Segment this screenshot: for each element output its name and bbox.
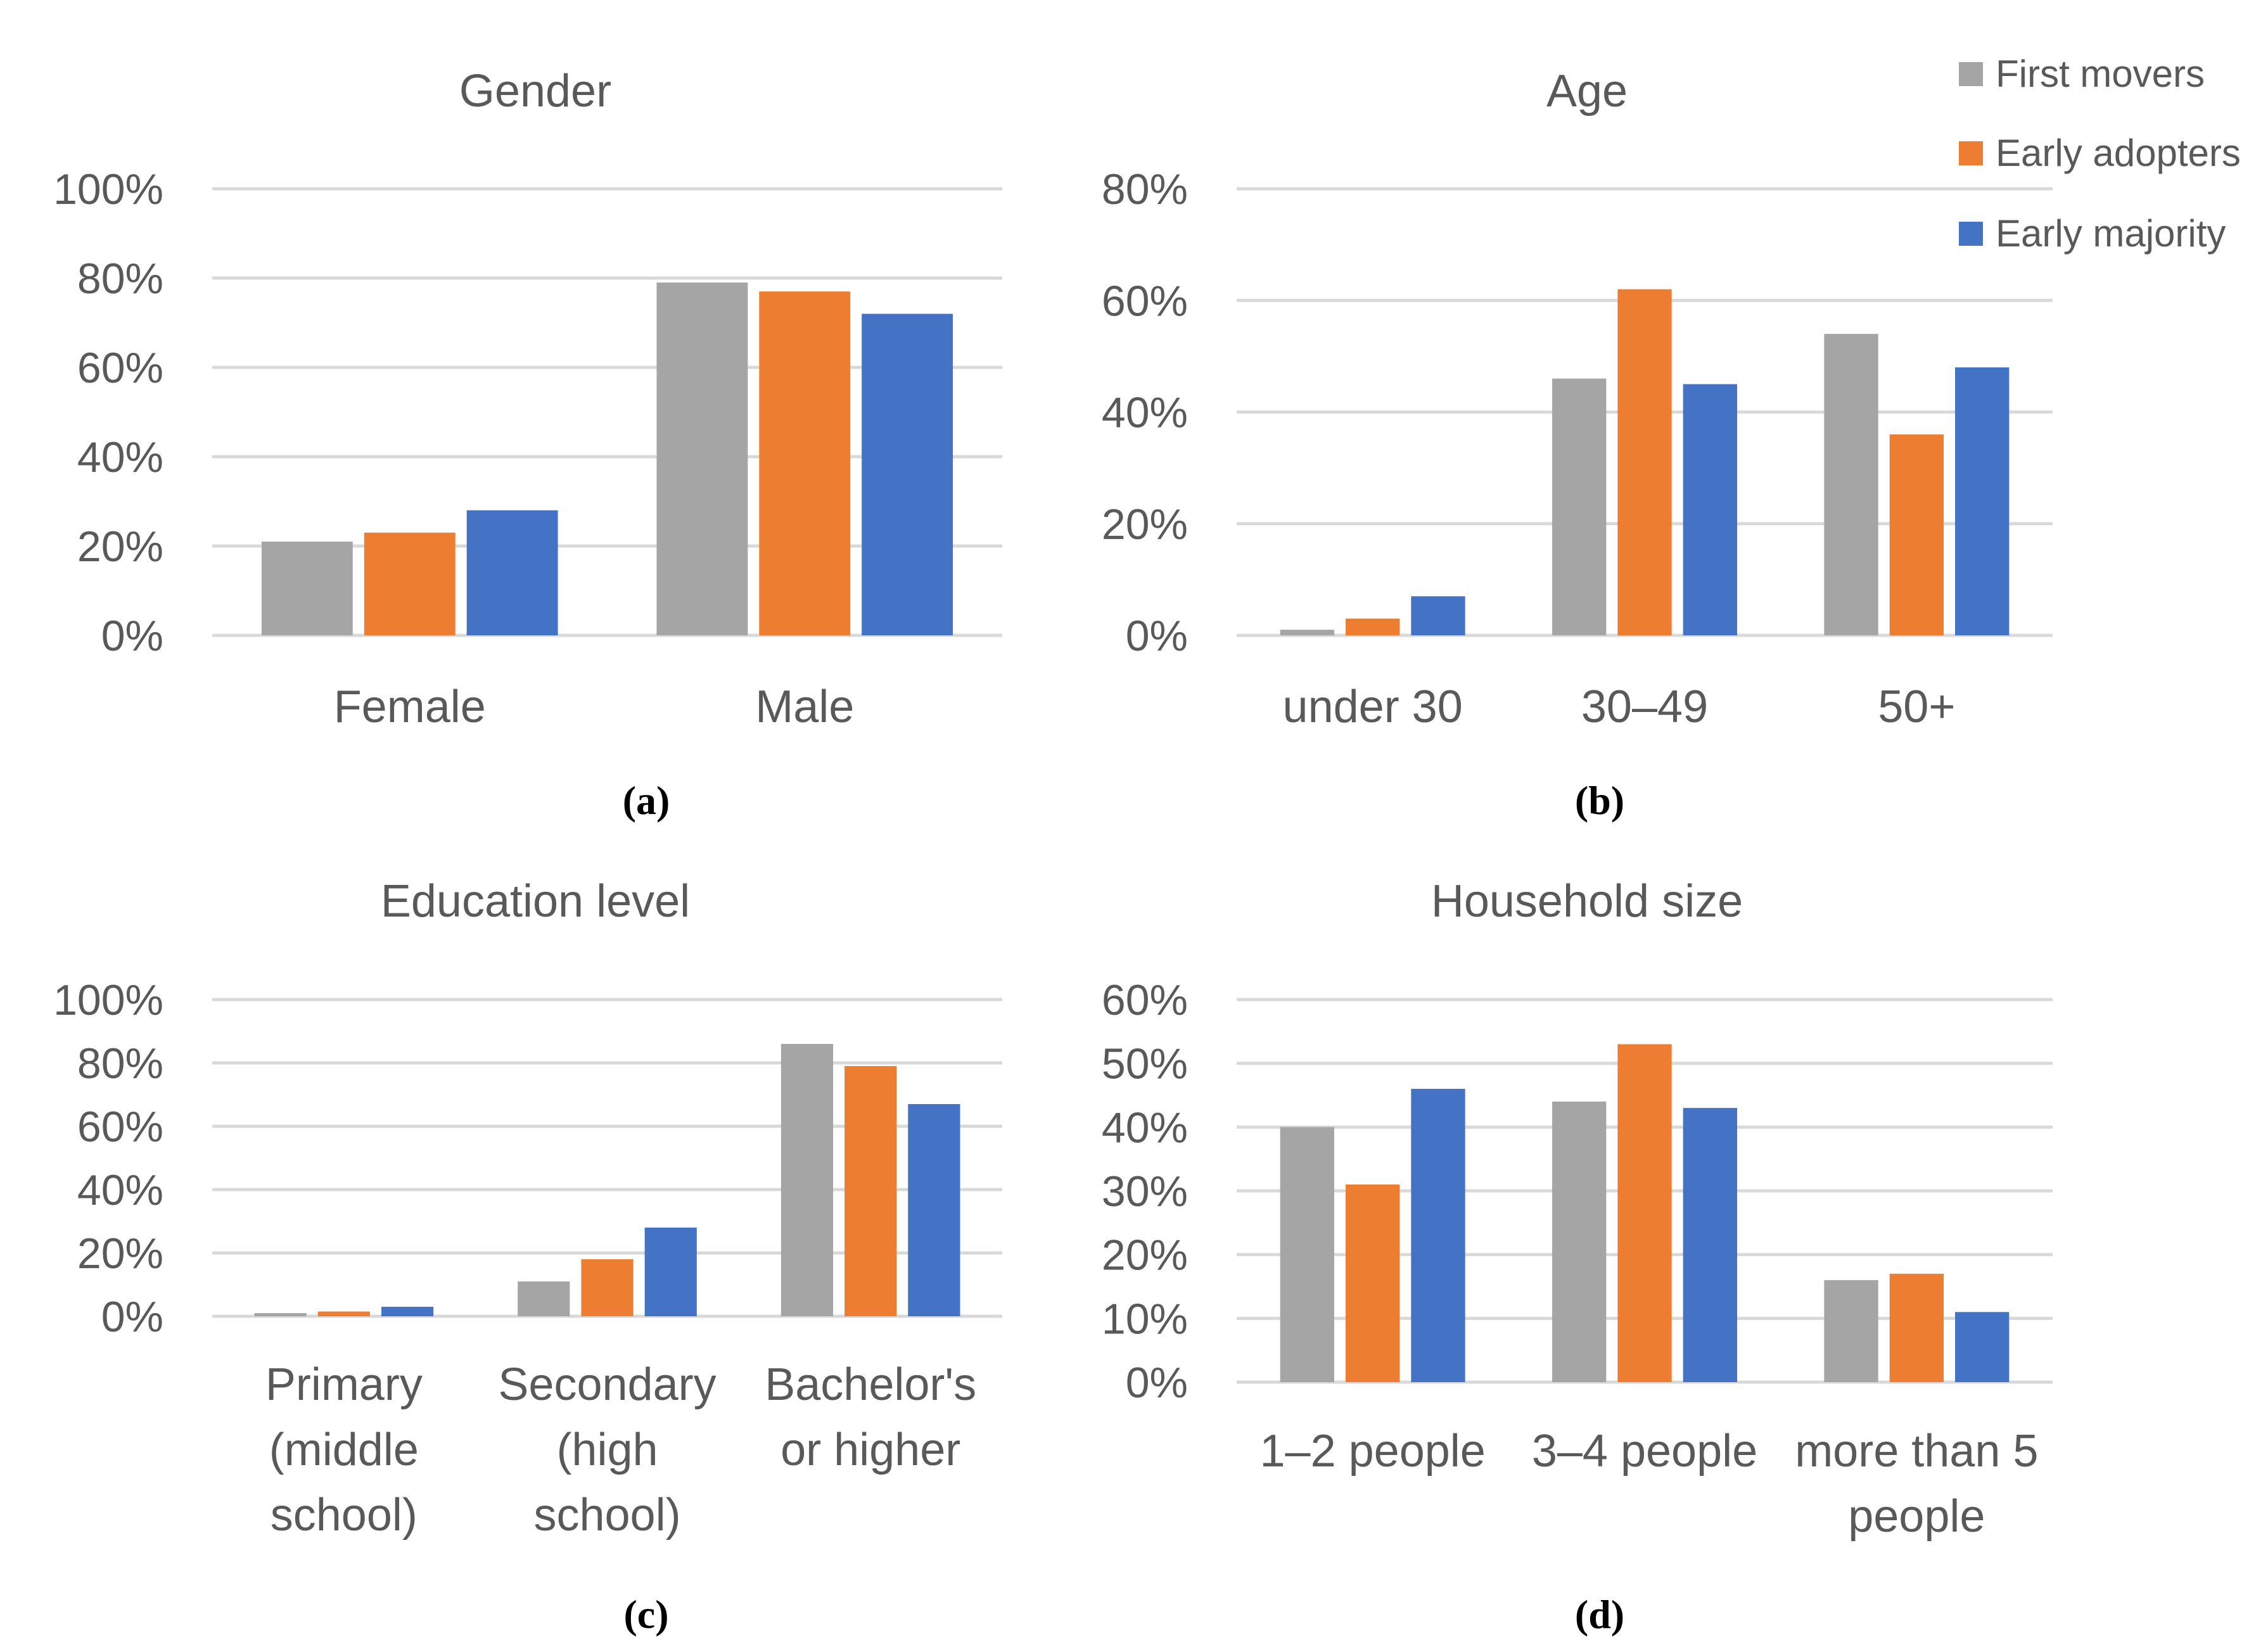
x-category-label-education: (high: [556, 1425, 658, 1475]
x-category-label-age: 30–49: [1581, 682, 1708, 732]
bar-gender-early-majority: [466, 510, 558, 635]
bar-age-early-majority: [1954, 367, 2010, 635]
bar-age-early-majority: [1411, 596, 1465, 635]
y-tick-label-gender: 0%: [101, 612, 163, 660]
y-tick-label-household: 50%: [1102, 1040, 1188, 1088]
panel-age: Age 0% 20% 40% 60% 80% under 30 30–49 50+ (b): [1102, 66, 2053, 823]
y-tick-label-education: 100%: [53, 976, 163, 1024]
bar-household-early-majority: [1411, 1088, 1465, 1382]
panel-label-a: (a): [623, 778, 670, 823]
x-category-label-education: Primary: [265, 1359, 423, 1410]
bar-household-early-adopters: [1346, 1184, 1400, 1382]
panel-education: Education level 0% 20% 40% 60% 80% 100% Prima…: [53, 876, 1002, 1637]
panel-gender: Gender 0% 20% 40% 60% 80% 100% Female Male (a): [53, 66, 1002, 823]
bar-age-early-adopters: [1889, 434, 1944, 635]
bar-gender-early-majority: [862, 314, 953, 635]
panel-label-b: (b): [1575, 778, 1624, 823]
chart-title-education: Education level: [381, 876, 690, 927]
x-category-label-education: Bachelor's: [765, 1359, 976, 1410]
y-tick-label-age: 0%: [1126, 612, 1188, 660]
bar-education-early-majority: [908, 1104, 960, 1316]
legend-swatch-early-majority: [1959, 222, 1983, 246]
x-category-label-household: more than 5: [1795, 1426, 2038, 1477]
y-tick-label-education: 40%: [77, 1166, 163, 1214]
legend-label-early-adopters: Early adopters: [1996, 132, 2241, 174]
x-category-label-household: people: [1848, 1491, 1985, 1542]
y-tick-label-gender: 20%: [77, 523, 163, 571]
bar-household-early-adopters: [1617, 1044, 1672, 1382]
bar-household-first-movers: [1824, 1280, 1878, 1382]
x-category-label-education: school): [533, 1490, 680, 1541]
y-tick-label-age: 40%: [1102, 389, 1188, 437]
y-tick-label-education: 20%: [77, 1229, 163, 1278]
y-tick-label-household: 30%: [1102, 1167, 1188, 1216]
bar-education-first-movers: [781, 1044, 834, 1316]
bar-age-early-adopters: [1346, 618, 1400, 635]
bar-age-first-movers: [1280, 630, 1335, 635]
bar-gender-early-adopters: [364, 532, 456, 635]
panel-label-c: (c): [623, 1592, 668, 1637]
bar-age-first-movers: [1552, 378, 1607, 635]
legend-swatch-first-movers: [1959, 62, 1983, 86]
y-tick-label-household: 40%: [1102, 1103, 1188, 1152]
x-category-label-education: (middle: [269, 1425, 419, 1475]
x-category-label-education: or higher: [781, 1425, 960, 1475]
bar-age-first-movers: [1824, 334, 1878, 635]
chart-title-gender: Gender: [459, 66, 611, 117]
y-tick-label-household: 20%: [1102, 1231, 1188, 1280]
bar-gender-first-movers: [656, 283, 748, 635]
y-tick-label-household: 10%: [1102, 1295, 1188, 1343]
panel-label-d: (d): [1575, 1592, 1624, 1637]
y-tick-label-gender: 60%: [77, 344, 163, 392]
bar-age-early-adopters: [1617, 289, 1672, 635]
bar-education-early-adopters: [844, 1066, 897, 1316]
y-tick-label-education: 80%: [77, 1039, 163, 1088]
y-tick-label-education: 0%: [101, 1293, 163, 1341]
y-tick-label-household: 60%: [1102, 976, 1188, 1024]
y-tick-label-age: 60%: [1102, 277, 1188, 325]
bar-education-first-movers: [518, 1281, 570, 1316]
x-category-label-education: school): [271, 1490, 417, 1541]
x-category-label-household: 1–2 people: [1259, 1426, 1485, 1477]
bar-education-first-movers: [254, 1313, 307, 1316]
y-tick-label-age: 80%: [1102, 165, 1188, 213]
legend-label-early-majority: Early majority: [1996, 212, 2226, 255]
bar-gender-first-movers: [261, 541, 353, 635]
bar-household-early-majority: [1683, 1108, 1737, 1382]
x-category-label-household: 3–4 people: [1532, 1426, 1757, 1477]
chart-title-age: Age: [1546, 66, 1628, 117]
y-tick-label-age: 20%: [1102, 500, 1188, 549]
panel-household: Household size 0% 10% 20% 30% 40% 50% 60% 1–2 …: [1102, 876, 2053, 1637]
bar-household-first-movers: [1552, 1102, 1607, 1382]
bar-household-first-movers: [1280, 1127, 1335, 1382]
bar-education-early-adopters: [581, 1259, 634, 1316]
x-category-label-education: Secondary: [498, 1359, 716, 1410]
x-category-label-gender: Female: [334, 682, 486, 732]
bar-education-early-adopters: [317, 1311, 370, 1316]
y-tick-label-education: 60%: [77, 1103, 163, 1151]
bar-household-early-adopters: [1889, 1273, 1944, 1382]
chart-title-household: Household size: [1431, 876, 1743, 927]
bar-gender-early-adopters: [759, 291, 851, 635]
bar-household-early-majority: [1954, 1312, 2010, 1382]
legend: First movers Early adopters Early majori…: [1959, 53, 2241, 255]
y-tick-label-gender: 80%: [77, 255, 163, 303]
y-tick-label-household: 0%: [1126, 1359, 1188, 1407]
legend-swatch-early-adopters: [1959, 141, 1983, 165]
legend-label-first-movers: First movers: [1996, 53, 2205, 95]
x-category-label-age: 50+: [1878, 682, 1955, 732]
bar-education-early-majority: [381, 1307, 434, 1316]
bar-education-early-majority: [644, 1228, 697, 1316]
y-tick-label-gender: 40%: [77, 433, 163, 481]
y-tick-label-gender: 100%: [53, 165, 163, 213]
bar-age-early-majority: [1683, 384, 1737, 635]
x-category-label-gender: Male: [755, 682, 854, 732]
x-category-label-age: under 30: [1283, 682, 1463, 732]
